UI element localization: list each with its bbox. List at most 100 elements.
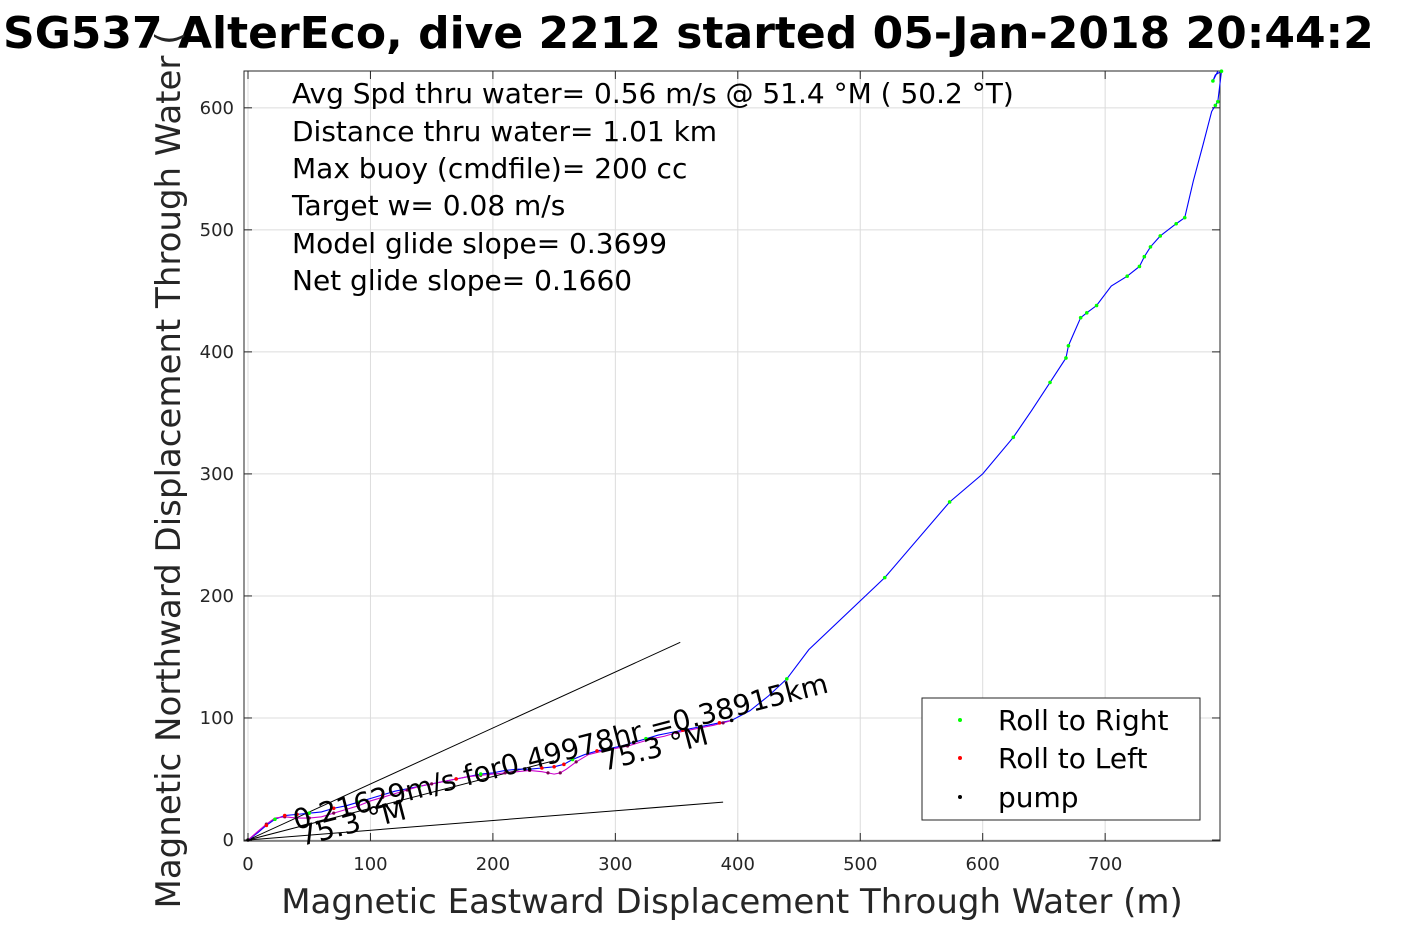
stats-block: Avg Spd thru water= 0.56 m/s @ 51.4 °M (… — [291, 77, 1014, 297]
roll-right-point — [1125, 274, 1129, 279]
x-tick-label: 100 — [353, 854, 387, 875]
roll-left-point — [540, 766, 544, 770]
pump-point — [527, 767, 532, 772]
x-tick-label: 200 — [476, 854, 510, 875]
x-tick-label: 500 — [843, 854, 877, 875]
legend-marker-roll-right — [958, 718, 962, 722]
legend-label-roll-right: Roll to Right — [998, 704, 1169, 737]
x-tick-label: 300 — [598, 854, 632, 875]
roll-right-point — [1213, 103, 1218, 108]
path-point — [574, 760, 578, 764]
path-point — [503, 771, 507, 775]
roll-left-point — [380, 793, 385, 797]
path-point — [674, 731, 679, 735]
heading-line-line — [247, 760, 555, 841]
y-tick-label: 0 — [223, 830, 234, 851]
roll-left-point — [562, 762, 566, 767]
roll-right-point — [1158, 234, 1163, 238]
legend-box — [921, 697, 1201, 821]
x-tick-label: 700 — [1088, 854, 1122, 875]
y-tick-label: 400 — [200, 342, 234, 363]
series-path — [247, 719, 732, 841]
roll-left-point — [717, 721, 722, 725]
path-point — [430, 782, 434, 786]
roll-right-point — [1066, 343, 1071, 348]
y-tick-label: 600 — [200, 98, 234, 119]
y-axis-label: Magnetic Northward Displacement Through … — [149, 32, 189, 909]
roll-right-point — [1078, 315, 1083, 320]
roll-right-point — [947, 500, 952, 504]
roll-right-point — [882, 575, 887, 580]
path-point — [405, 788, 409, 792]
slope-lower-line — [247, 801, 724, 841]
y-tick-label: 200 — [200, 586, 234, 607]
stat-line-5: Model glide slope= 0.3699 — [292, 227, 667, 260]
pump-point — [246, 838, 250, 842]
path-point — [699, 726, 703, 730]
path-point — [721, 721, 725, 725]
roll-right-point — [784, 677, 789, 681]
path-point — [381, 795, 385, 799]
stat-line-4: Target w= 0.08 m/s — [291, 189, 565, 222]
stat-line-1: Avg Spd thru water= 0.56 m/s @ 51.4 °M (… — [292, 77, 1014, 110]
roll-right-point — [1094, 303, 1099, 308]
x-tick-label: 600 — [966, 854, 1000, 875]
roll-left-point — [552, 764, 556, 769]
stat-line-3: Max buoy (cmdfile)= 200 cc — [292, 152, 687, 185]
roll-right-point — [1211, 79, 1215, 83]
y-tick-label: 100 — [200, 708, 234, 729]
roll-right-point — [644, 736, 648, 741]
chart-title: SG537 AlterEco, dive 2212 started 05-Jan… — [3, 8, 1374, 59]
path-point — [650, 737, 654, 741]
roll-right-point — [1142, 254, 1147, 259]
roll-left-point — [264, 823, 269, 828]
roll-right-point — [1216, 99, 1220, 104]
legend-marker-roll-left — [958, 756, 962, 760]
y-tick-label: 300 — [200, 464, 234, 485]
roll-right-point — [1182, 215, 1187, 220]
roll-left-point — [282, 813, 287, 818]
path-point — [625, 744, 630, 748]
y-ticks: 0 100 200 300 400 500 600 — [200, 98, 1220, 851]
legend-label-roll-left: Roll to Left — [998, 742, 1147, 775]
stat-line-6: Net glide slope= 0.1660 — [292, 264, 632, 297]
path-point — [546, 771, 550, 775]
roll-right-point — [417, 784, 422, 789]
roll-right-point — [1137, 264, 1142, 269]
path-point — [558, 771, 562, 775]
legend: Roll to Right Roll to Left pump — [921, 697, 1201, 821]
roll-right-point — [1148, 245, 1153, 249]
roll-left-point — [295, 812, 299, 817]
pump-point — [729, 718, 734, 723]
roll-right-point — [1011, 435, 1016, 440]
roll-right-point — [307, 811, 312, 815]
roll-right-point — [570, 757, 575, 762]
roll-right-point — [1048, 380, 1052, 385]
legend-marker-pump — [958, 795, 962, 799]
roll-right-point — [273, 817, 277, 822]
reference-lines — [247, 641, 724, 841]
path-point — [601, 749, 605, 753]
roll-left-point — [331, 806, 336, 811]
roll-left-point — [454, 777, 458, 781]
roll-right-point — [478, 772, 483, 776]
stat-line-2: Distance thru water= 1.01 km — [292, 115, 717, 148]
roll-right-point — [1174, 221, 1178, 226]
roll-right-point — [1084, 311, 1089, 315]
data-markers — [246, 69, 1224, 842]
roll-right-point — [1064, 356, 1068, 360]
x-ticks: 0 100 200 300 400 500 600 700 — [242, 71, 1122, 875]
x-tick-label: 0 — [242, 854, 253, 875]
legend-label-pump: pump — [998, 781, 1079, 814]
pump-point — [631, 740, 636, 745]
x-axis-label: Magnetic Eastward Displacement Through W… — [281, 882, 1183, 922]
x-tick-label: 400 — [721, 854, 755, 875]
path-point — [307, 816, 311, 820]
roll-right-point — [1219, 69, 1224, 74]
plot-frame — [243, 70, 1221, 842]
path-point — [356, 804, 360, 808]
roll-right-point — [356, 800, 361, 804]
roll-left-point — [680, 728, 685, 732]
roll-left-point — [595, 749, 599, 753]
